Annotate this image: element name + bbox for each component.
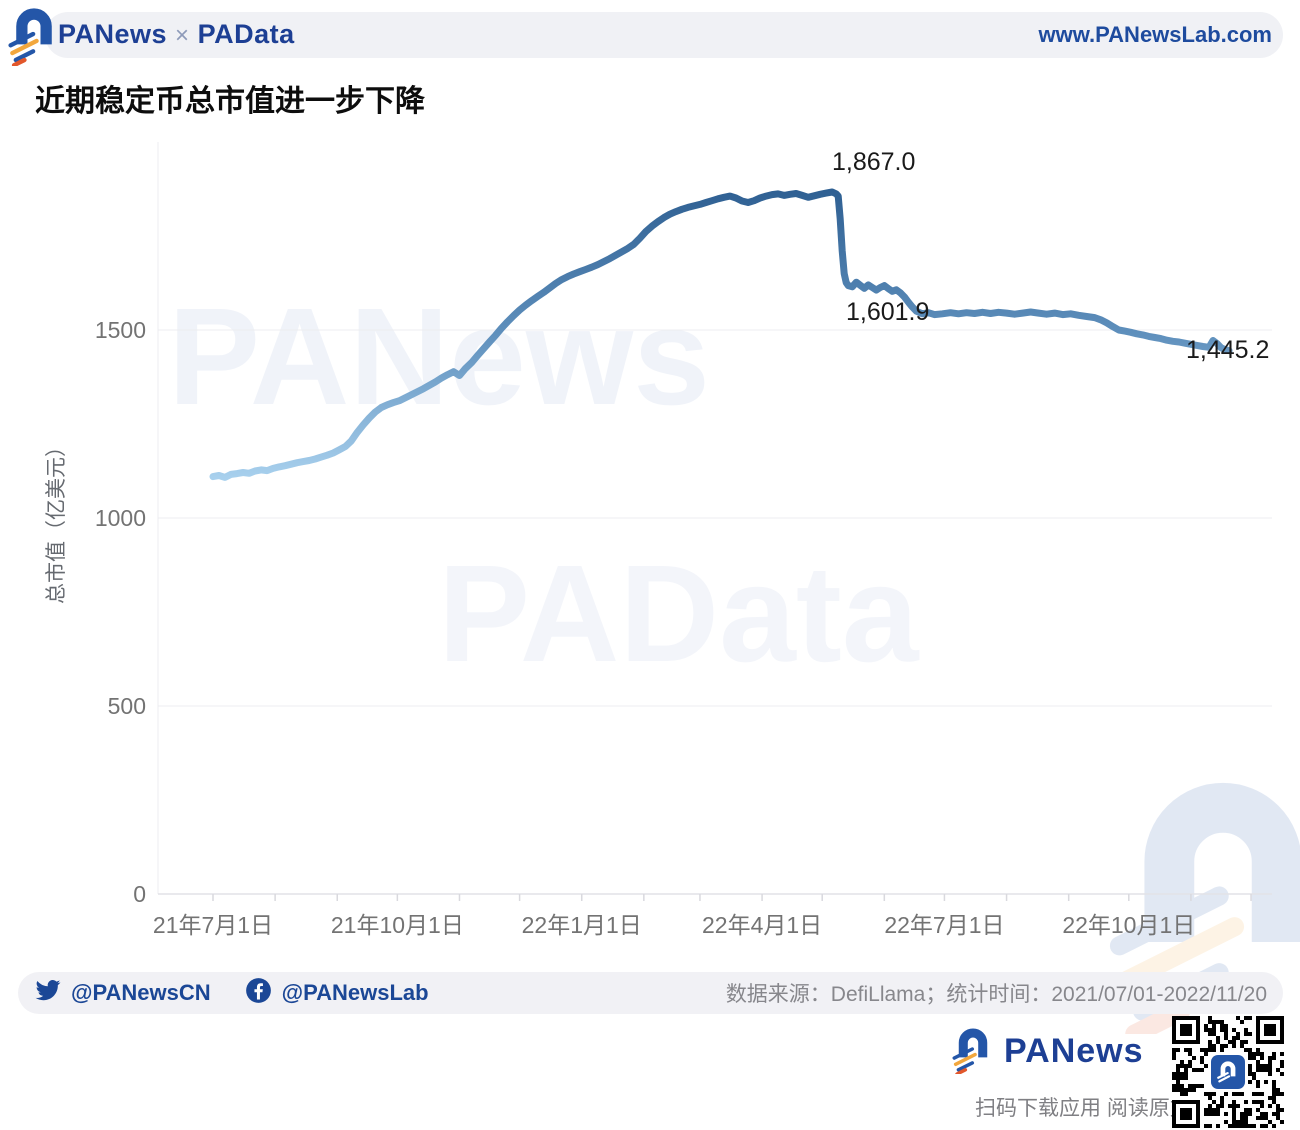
bottom-brand: PANews	[952, 1024, 1144, 1079]
page-title: 近期稳定币总市值进一步下降	[35, 85, 425, 118]
bottom-brand-name: PANews	[1004, 1032, 1144, 1070]
y-axis-title: 总市值（亿美元）	[45, 436, 68, 604]
facebook-icon[interactable]	[245, 977, 272, 1009]
x-tick-label: 22年10月1日	[1062, 912, 1195, 938]
site-url[interactable]: www.PANewsLab.com	[1038, 22, 1273, 47]
brand-panews: PANews	[58, 19, 168, 49]
header-band	[45, 12, 1283, 58]
market-cap-line-chart: 0 500 1000 1500 21年7月1日 21年10月1日 22年1月1日 22年4月1…	[95, 142, 1272, 938]
y-tick-label: 1000	[95, 505, 146, 531]
watermark-panews: PANews	[168, 280, 710, 434]
panews-logo-icon	[952, 1024, 994, 1079]
brand-separator: ×	[175, 22, 190, 49]
twitter-handle[interactable]: @PANewsCN	[71, 980, 211, 1005]
x-tick-label: 21年7月1日	[153, 912, 273, 938]
facebook-link[interactable]: @PANewsLab	[245, 977, 429, 1009]
x-tick-label: 22年7月1日	[884, 912, 1004, 938]
footer-bar: @PANewsCN @PANewsLab 数据来源：DefiLlama；统计时间…	[18, 972, 1283, 1014]
x-tick-label: 21年10月1日	[331, 912, 464, 938]
data-source-text: 数据来源：DefiLlama；统计时间：2021/07/01-2022/11/2…	[725, 983, 1267, 1006]
facebook-handle[interactable]: @PANewsLab	[281, 980, 429, 1005]
y-tick-label: 1500	[95, 317, 146, 343]
annotation-peak: 1,867.0	[832, 148, 916, 176]
x-tick-label: 22年4月1日	[702, 912, 822, 938]
qr-code[interactable]	[1172, 1016, 1284, 1128]
panews-logo-icon	[8, 2, 60, 71]
watermark-padata: PAData	[438, 537, 919, 691]
annotation-post-drop: 1,601.9	[846, 298, 930, 326]
series-line	[209, 188, 1233, 481]
twitter-link[interactable]: @PANewsCN	[34, 977, 211, 1009]
qr-center-logo-icon	[1211, 1055, 1245, 1089]
y-tick-label: 500	[108, 693, 146, 719]
y-tick-label: 0	[133, 881, 146, 907]
annotation-latest: 1,445.2	[1186, 336, 1270, 364]
x-tick-label: 22年1月1日	[522, 912, 642, 938]
twitter-icon[interactable]	[34, 977, 61, 1009]
brand-padata: PAData	[197, 19, 295, 49]
bottom-caption: 扫码下载应用 阅读原文	[975, 1097, 1191, 1120]
brand-text: PANews × PAData	[58, 19, 295, 50]
